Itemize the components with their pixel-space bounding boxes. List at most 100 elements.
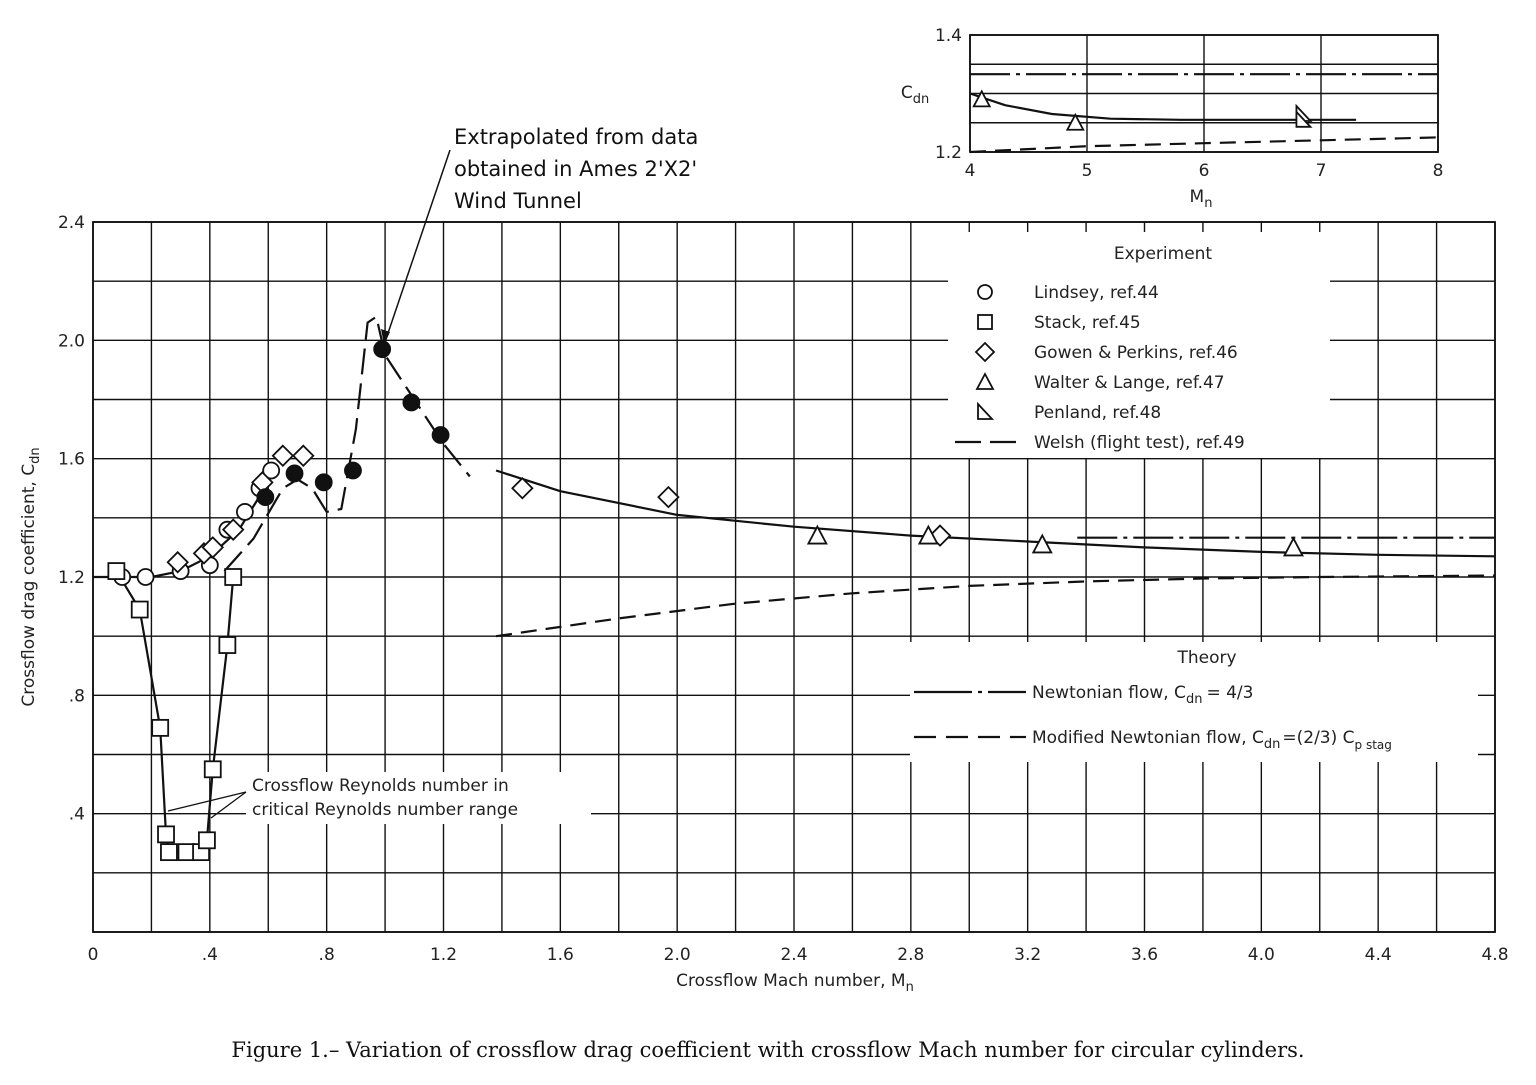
inset-tick-labels: 4 5 6 7 8 1.2 1.4 bbox=[935, 26, 1443, 181]
square-point bbox=[177, 843, 196, 862]
legend-label: Gowen & Perkins, ref.46 bbox=[1034, 343, 1238, 363]
annotation-critical-reynolds: Crossflow Reynolds number in critical Re… bbox=[167, 772, 591, 824]
legend-square-icon bbox=[977, 314, 993, 330]
filled-circle-point bbox=[402, 393, 421, 412]
x-tick-label: .4 bbox=[202, 945, 218, 965]
square-point bbox=[107, 562, 126, 580]
diamond-point bbox=[201, 536, 225, 559]
curve-solid bbox=[495, 469, 1496, 558]
triangle-point bbox=[1065, 112, 1085, 131]
circle-point bbox=[235, 503, 254, 521]
x-tick-label: 0 bbox=[88, 945, 99, 965]
triangle-point bbox=[917, 524, 939, 545]
x-tick-label: 4.8 bbox=[1481, 945, 1508, 965]
filled-circle-point bbox=[344, 461, 362, 480]
x-tick-label: 8 bbox=[1433, 161, 1444, 181]
legend-experiment-title: Experiment bbox=[1114, 244, 1213, 264]
inset-data-points bbox=[972, 89, 1313, 131]
curve-short-dash bbox=[969, 136, 1439, 154]
theory-legend-title: Theory bbox=[1176, 648, 1236, 668]
x-tick-label: 1.6 bbox=[547, 945, 574, 965]
filled-circle-point bbox=[373, 340, 392, 359]
square-point bbox=[198, 831, 216, 850]
x-tick-label: 5 bbox=[1082, 161, 1093, 181]
square-point bbox=[157, 825, 175, 844]
inset-y-axis-label: Cdn bbox=[901, 83, 929, 107]
filled-circle-point bbox=[431, 426, 450, 444]
y-tick-label: 1.4 bbox=[935, 26, 962, 46]
y-tick-label: 1.2 bbox=[935, 143, 962, 163]
diamond-point bbox=[166, 550, 189, 574]
curve-short-dash bbox=[495, 574, 1496, 638]
square-point bbox=[224, 568, 243, 586]
inset-grid bbox=[969, 34, 1439, 153]
svg-text:Crossflow Reynolds number in: Crossflow Reynolds number in bbox=[252, 776, 509, 796]
legend-label: Welsh (flight test), ref.49 bbox=[1034, 433, 1245, 453]
legend: Experiment Lindsey, ref.44 Stack, ref.45 G… bbox=[948, 232, 1330, 458]
annotation-extrapolated: Extrapolated from data obtained in Ames … bbox=[381, 125, 698, 346]
y-tick-label: 2.0 bbox=[58, 331, 85, 351]
filled-circle-point bbox=[285, 464, 304, 483]
y-tick-label: 1.2 bbox=[58, 568, 85, 588]
x-tick-label: .8 bbox=[319, 945, 335, 965]
inset-curves bbox=[969, 73, 1439, 154]
half-triangle-point bbox=[1295, 109, 1313, 128]
curve-long-dash bbox=[223, 315, 471, 572]
square-point bbox=[218, 636, 237, 654]
main-y-axis-label: Crossflow drag coefficient, Cdn bbox=[19, 447, 43, 706]
theory-newtonian-label: Newtonian flow, Cdn = 4/3 bbox=[1032, 683, 1253, 707]
diamond-point bbox=[657, 485, 680, 509]
x-tick-label: 4.0 bbox=[1248, 945, 1275, 965]
theory-legend: Theory Newtonian flow, Cdn = 4/3 Modified… bbox=[910, 642, 1478, 762]
y-tick-label: 1.6 bbox=[58, 450, 85, 470]
circle-point bbox=[136, 568, 155, 586]
square-point bbox=[130, 600, 149, 619]
diamond-point bbox=[221, 518, 245, 541]
svg-text:Wind Tunnel: Wind Tunnel bbox=[454, 189, 582, 213]
y-tick-label: .8 bbox=[69, 686, 85, 706]
x-tick-label: 3.2 bbox=[1014, 945, 1041, 965]
inset-x-axis-label: Mn bbox=[1190, 187, 1213, 211]
theory-modified-label: Modified Newtonian flow, Cdn =(2/3) Cp st… bbox=[1032, 728, 1392, 752]
figure-caption: Figure 1.– Variation of crossflow drag c… bbox=[231, 1038, 1304, 1062]
x-tick-label: 2.0 bbox=[664, 945, 691, 965]
y-tick-label: 2.4 bbox=[58, 213, 85, 233]
main-tick-labels: 0 .4 .8 1.2 1.6 2.0 2.4 2.8 3.2 3.6 4.0 4.4 4.8 .4 .8 1… bbox=[58, 213, 1509, 965]
x-tick-label: 4 bbox=[965, 161, 976, 181]
x-tick-label: 1.2 bbox=[430, 945, 457, 965]
legend-circle-icon bbox=[977, 284, 993, 300]
legend-half-triangle-icon bbox=[977, 401, 995, 420]
square-point bbox=[151, 718, 170, 737]
legend-triangle-icon bbox=[975, 372, 995, 390]
diamond-point bbox=[511, 476, 534, 500]
x-tick-label: 3.6 bbox=[1131, 945, 1158, 965]
svg-text:critical Reynolds number range: critical Reynolds number range bbox=[252, 800, 518, 820]
x-tick-label: 4.4 bbox=[1365, 945, 1392, 965]
y-tick-label: .4 bbox=[69, 805, 85, 825]
main-x-axis-label: Crossflow Mach number, Mn bbox=[676, 971, 914, 995]
triangle-point bbox=[1031, 533, 1053, 554]
circle-point bbox=[262, 461, 281, 480]
svg-text:Extrapolated from data: Extrapolated from data bbox=[454, 125, 698, 149]
x-tick-label: 2.4 bbox=[780, 945, 807, 965]
triangle-point bbox=[806, 524, 828, 545]
legend-label: Walter & Lange, ref.47 bbox=[1034, 373, 1225, 393]
x-tick-label: 6 bbox=[1199, 161, 1210, 181]
curve-solid bbox=[969, 92, 1357, 121]
square-point bbox=[203, 760, 222, 779]
triangle-point bbox=[1282, 536, 1304, 557]
x-tick-label: 2.8 bbox=[897, 945, 924, 965]
legend-label: Penland, ref.48 bbox=[1034, 403, 1161, 423]
legend-label: Lindsey, ref.44 bbox=[1034, 283, 1159, 303]
square-point bbox=[160, 843, 178, 862]
diamond-point bbox=[271, 444, 295, 467]
filled-circle-point bbox=[314, 473, 333, 492]
filled-circle-point bbox=[256, 488, 275, 507]
svg-text:obtained in Ames 2'X2': obtained in Ames 2'X2' bbox=[454, 157, 697, 181]
diamond-point bbox=[292, 444, 315, 467]
triangle-point bbox=[972, 89, 992, 108]
x-tick-label: 7 bbox=[1316, 161, 1327, 181]
main-data-points bbox=[107, 340, 1304, 862]
legend-diamond-icon bbox=[974, 341, 996, 363]
